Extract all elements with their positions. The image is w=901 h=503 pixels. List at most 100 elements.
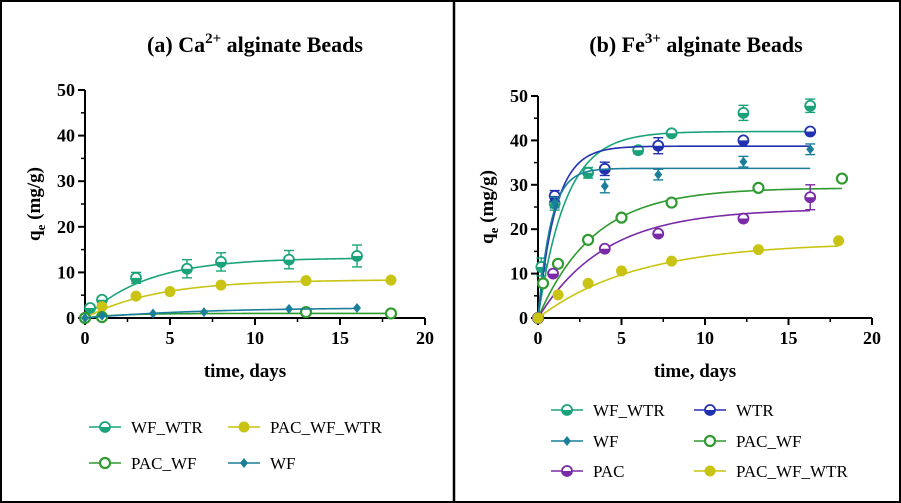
data-point-dot [215,279,227,291]
data-point [285,303,293,314]
x-tick-label: 10 [246,328,264,348]
y-label-sub: e [486,227,501,233]
data-point [353,302,361,313]
data-point [532,312,544,324]
data-point [806,144,815,155]
data-point [164,286,176,298]
x-tick-label: 20 [416,328,434,348]
data-point-shape [806,144,815,155]
data-point [181,262,193,275]
legend-label: PAC_WF_WTR [270,418,382,437]
data-point-ring [665,196,678,209]
fit-curve [537,130,811,319]
title-superscript: 2+ [205,31,221,47]
data-point-dot [130,290,142,302]
series-wf [534,143,816,323]
legend-label: PAC_WF [736,432,802,451]
data-point-ring [835,172,849,185]
legend-label: WTR [736,401,774,420]
data-point-dot [532,312,544,324]
data-point [215,256,227,268]
data-point [536,277,550,290]
data-point-dot [582,277,594,289]
data-point-fill [805,197,816,203]
data-point [666,255,678,267]
y-tick-label: 40 [510,130,528,150]
fit-curve [84,307,358,319]
series-pac-wf-wtr [79,274,397,324]
data-point-shape [739,156,748,167]
title-superscript: 3+ [645,31,661,47]
panel-b: (b) Fe3+ alginate Beads 0 5 10 15 20 0 10 20 30 40… [477,31,881,481]
title-text: (b) Fe [589,32,645,57]
series-pac-wf [531,172,849,325]
data-point-dot [666,255,678,267]
data-point [283,253,295,266]
data-point [130,290,142,302]
legend-marker-fill [562,410,572,415]
legend-marker [704,404,716,416]
data-point-dot [385,274,397,286]
legend-marker [703,434,717,448]
data-point-fill [131,277,141,283]
data-point [665,196,678,209]
legend-marker [561,404,573,416]
y-label-main: q [477,233,498,244]
fit-curve [537,167,811,319]
data-point [600,181,609,192]
fit-curve [537,209,811,319]
data-point [615,211,628,224]
data-point-fill [738,140,749,146]
data-point-fill [599,248,610,254]
data-point [384,307,398,320]
panel-a: (a) Ca2+ alginate Beads 0 5 10 15 20 0 10 20 30 40… [24,31,434,473]
legend-item: WF_WTR [551,401,665,420]
data-point-shape [98,310,106,321]
data-point [96,301,108,313]
legend-item: WTR [694,401,774,420]
x-axis-label: time, days [654,361,736,382]
data-point [752,244,764,256]
data-point-ring [536,277,550,290]
data-point-ring [752,181,765,195]
data-point-fill [653,233,664,239]
legend-label: PAC [593,462,625,481]
legend-marker [561,465,573,477]
data-point [737,212,750,225]
legend-label: PAC_WF [131,454,197,473]
legend-marker [240,458,248,468]
data-point [737,134,750,147]
y-label-unit: (mg/g) [24,167,45,225]
y-tick-label: 50 [510,86,528,106]
data-point [804,125,817,138]
data-point [552,289,564,301]
x-tick-label: 10 [696,328,714,348]
y-tick-label: 0 [66,308,75,328]
data-point-dot [552,289,564,301]
data-point-fill [85,307,96,313]
y-tick-label: 10 [510,264,528,284]
legend-item: PAC_WF [89,454,197,473]
y-tick-label: 30 [57,171,75,191]
data-point-shape [200,307,208,318]
data-point [652,139,665,152]
data-point [582,277,594,289]
legend-marker-ring [703,434,717,448]
data-point [98,310,106,321]
data-point-fill [633,150,644,156]
legend-marker [99,421,111,433]
data-point-dot [752,244,764,256]
data-point [652,227,665,240]
y-label-main: q [24,230,45,241]
x-tick-label: 15 [331,328,349,348]
data-point-fill [805,105,816,111]
legend-label: WF_WTR [131,418,203,437]
legend-marker [98,456,112,470]
x-tick-label: 0 [81,328,90,348]
data-point-ring [384,307,398,320]
data-point-fill [805,131,816,137]
data-point [351,250,363,262]
title-rest: alginate Beads [221,32,363,57]
data-point [300,275,312,287]
